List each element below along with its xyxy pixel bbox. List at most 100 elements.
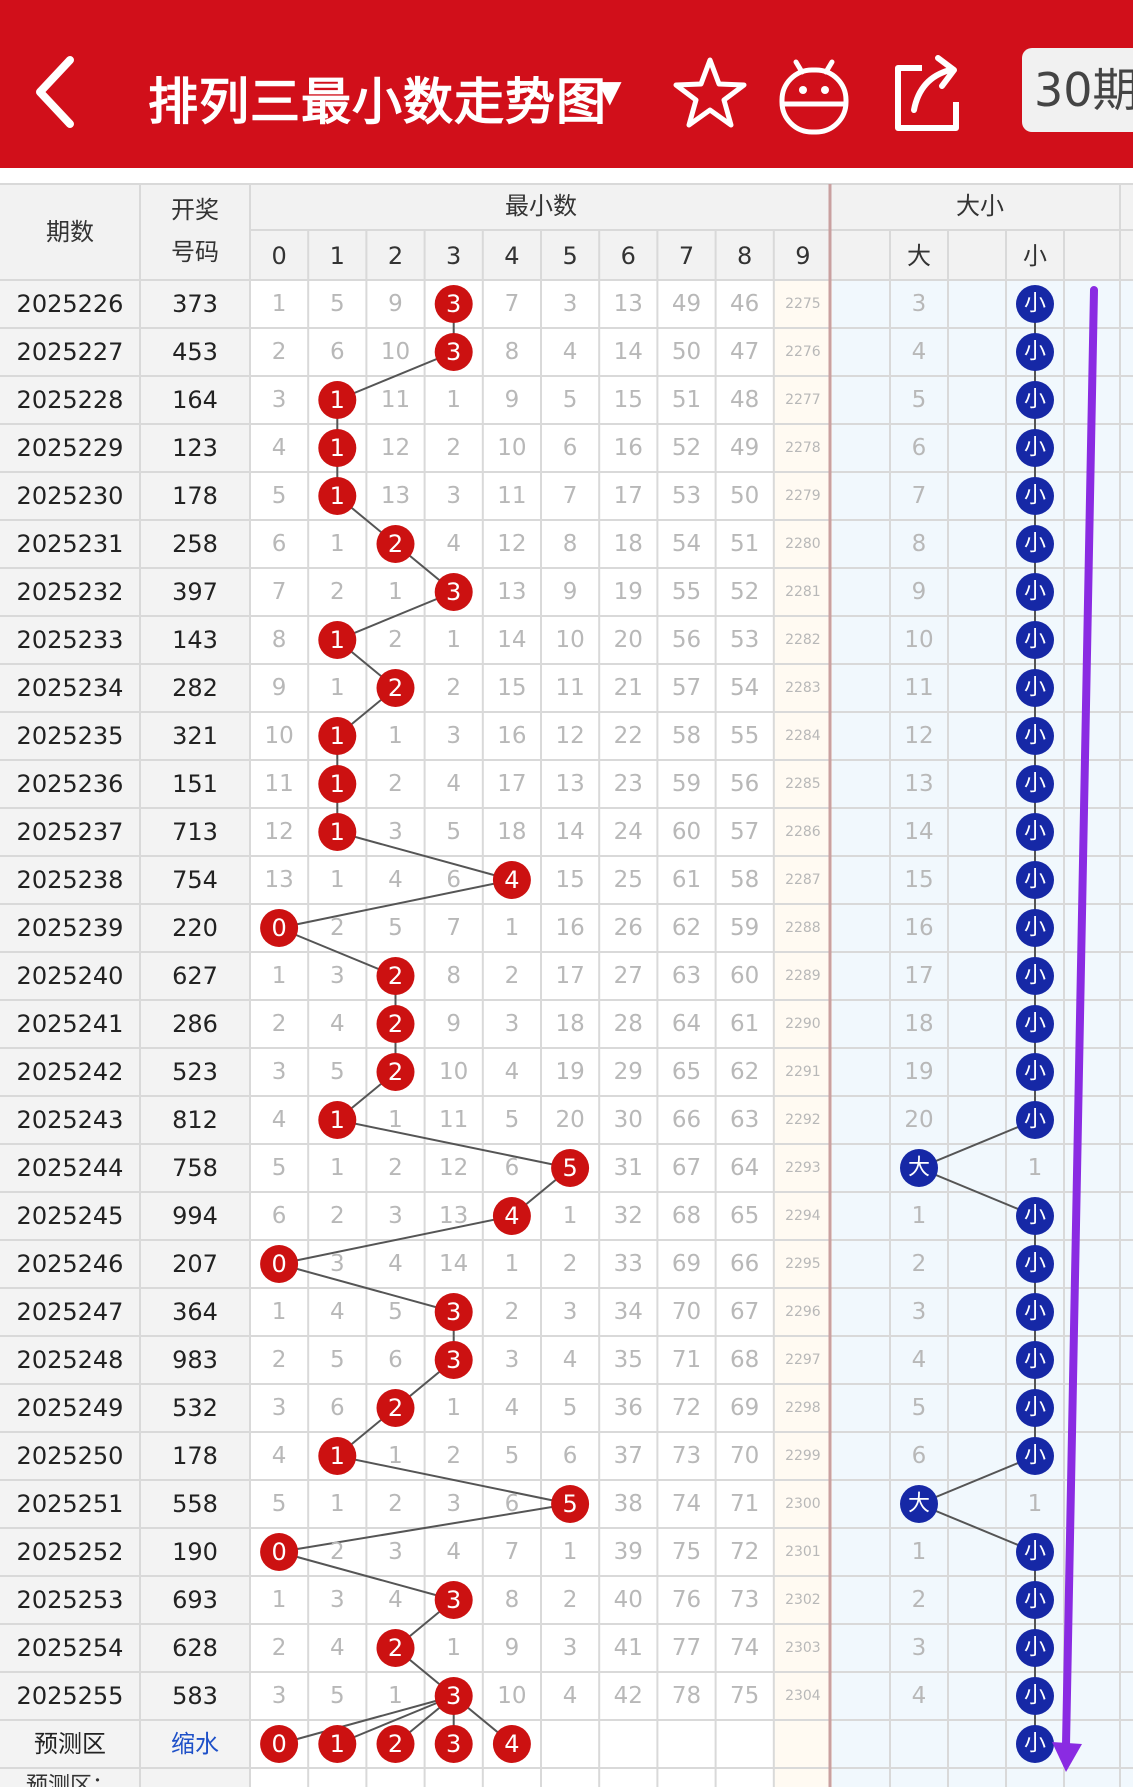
issue-number: 2025253 bbox=[17, 1586, 124, 1614]
draw-number: 523 bbox=[172, 1058, 218, 1086]
min-ball-digit: 2 bbox=[388, 674, 403, 702]
miss-count: 11 bbox=[264, 771, 293, 797]
issue-number: 2025246 bbox=[17, 1250, 124, 1278]
miss-count: 5 bbox=[563, 387, 578, 413]
share-icon[interactable] bbox=[888, 48, 968, 138]
min-ball-digit: 1 bbox=[330, 482, 345, 510]
miss-count: 15 bbox=[555, 867, 584, 893]
miss-count: 68 bbox=[672, 1203, 701, 1229]
predict-ball[interactable] bbox=[434, 1725, 473, 1763]
predict-ball-digit[interactable]: 2 bbox=[388, 1730, 403, 1758]
predict-ball[interactable] bbox=[260, 1725, 299, 1763]
miss-count: 5 bbox=[272, 483, 287, 509]
miss-count: 2295 bbox=[785, 1256, 821, 1272]
miss-count: 74 bbox=[730, 1635, 759, 1661]
miss-count: 16 bbox=[497, 723, 526, 749]
size-ball-label: 小 bbox=[1024, 484, 1046, 509]
predict-ball[interactable] bbox=[318, 1725, 357, 1763]
back-arrow-icon[interactable] bbox=[30, 52, 90, 132]
size-ball-label: 小 bbox=[1024, 532, 1046, 557]
miss-count: 17 bbox=[555, 963, 584, 989]
miss-count: 67 bbox=[672, 1155, 701, 1181]
period-selector-button[interactable]: 30期 bbox=[1022, 48, 1133, 132]
min-ball bbox=[318, 717, 357, 755]
predict-ball[interactable] bbox=[376, 1725, 415, 1763]
miss-count: 64 bbox=[730, 1155, 759, 1181]
miss-count: 2 bbox=[330, 915, 345, 941]
issue-number: 2025251 bbox=[17, 1490, 124, 1518]
size-ball-label: 大 bbox=[908, 1156, 930, 1181]
predict-ball-digit[interactable]: 4 bbox=[504, 1730, 519, 1758]
min-ball bbox=[318, 1437, 357, 1475]
digit-header-1: 1 bbox=[330, 242, 345, 270]
predict-ball-digit[interactable]: 3 bbox=[446, 1730, 461, 1758]
miss-count: 2 bbox=[446, 435, 461, 461]
predict-size-ball[interactable] bbox=[1016, 1725, 1054, 1763]
miss-count: 26 bbox=[614, 915, 643, 941]
min-ball-digit: 0 bbox=[271, 914, 286, 942]
miss-count: 1 bbox=[505, 1251, 520, 1277]
min-ball bbox=[434, 285, 473, 323]
miss-count: 60 bbox=[730, 963, 759, 989]
miss-count: 14 bbox=[555, 819, 584, 845]
miss-count: 65 bbox=[730, 1203, 759, 1229]
shrink-link[interactable]: 缩水 bbox=[171, 1730, 219, 1758]
miss-count: 2 bbox=[505, 963, 520, 989]
miss-count: 36 bbox=[614, 1395, 643, 1421]
miss-count: 1 bbox=[330, 675, 345, 701]
title-dropdown-icon[interactable]: ▼ bbox=[590, 70, 630, 114]
miss-count: 2293 bbox=[785, 1160, 821, 1176]
size-ball-label: 小 bbox=[1024, 1012, 1046, 1037]
miss-count: 3 bbox=[505, 1347, 520, 1373]
miss-count: 2287 bbox=[785, 872, 821, 888]
miss-count: 2 bbox=[272, 1635, 287, 1661]
min-ball bbox=[434, 333, 473, 371]
miss-count: 41 bbox=[614, 1635, 643, 1661]
page-title[interactable]: 排列三最小数走势图 bbox=[148, 73, 607, 131]
miss-count: 46 bbox=[730, 291, 759, 317]
miss-count: 6 bbox=[330, 339, 345, 365]
miss-count: 11 bbox=[439, 1107, 468, 1133]
draw-number: 258 bbox=[172, 530, 218, 558]
predict-ball-digit[interactable]: 0 bbox=[271, 1730, 286, 1758]
miss-count: 2278 bbox=[785, 440, 821, 456]
miss-count: 6 bbox=[272, 531, 287, 557]
miss-count: 65 bbox=[672, 1059, 701, 1085]
min-ball-digit: 3 bbox=[446, 1298, 461, 1326]
miss-count: 2 bbox=[388, 627, 403, 653]
miss-count: 11 bbox=[555, 675, 584, 701]
miss-count: 2303 bbox=[785, 1640, 821, 1656]
miss-count: 70 bbox=[672, 1299, 701, 1325]
miss-count: 32 bbox=[614, 1203, 643, 1229]
size-miss-count: 2 bbox=[912, 1251, 927, 1277]
miss-count: 6 bbox=[505, 1491, 520, 1517]
draw-number: 994 bbox=[172, 1202, 218, 1230]
miss-count: 4 bbox=[388, 1587, 403, 1613]
min-ball bbox=[318, 381, 357, 419]
issue-number: 2025232 bbox=[17, 578, 124, 606]
miss-count: 3 bbox=[446, 723, 461, 749]
miss-count: 5 bbox=[446, 819, 461, 845]
size-ball-label: 小 bbox=[1024, 1540, 1046, 1565]
miss-count: 14 bbox=[439, 1251, 468, 1277]
predict-ball[interactable] bbox=[492, 1725, 531, 1763]
header-size-group: 大小 bbox=[956, 192, 1004, 220]
issue-number: 2025248 bbox=[17, 1346, 124, 1374]
min-ball-digit: 2 bbox=[388, 962, 403, 990]
miss-count: 8 bbox=[446, 963, 461, 989]
digit-header-2: 2 bbox=[388, 242, 403, 270]
predict-size-label[interactable]: 小 bbox=[1024, 1732, 1046, 1757]
star-icon[interactable] bbox=[670, 48, 750, 138]
draw-number: 321 bbox=[172, 722, 218, 750]
predict-ball-digit[interactable]: 1 bbox=[330, 1730, 345, 1758]
miss-count: 2 bbox=[563, 1587, 578, 1613]
miss-count: 9 bbox=[272, 675, 287, 701]
size-ball-label: 小 bbox=[1024, 772, 1046, 797]
miss-count: 1 bbox=[272, 291, 287, 317]
robot-icon[interactable] bbox=[774, 48, 854, 138]
min-ball bbox=[434, 573, 473, 611]
miss-count: 34 bbox=[614, 1299, 643, 1325]
miss-count: 2289 bbox=[785, 968, 821, 984]
min-ball-digit: 3 bbox=[446, 338, 461, 366]
min-ball bbox=[376, 525, 415, 563]
